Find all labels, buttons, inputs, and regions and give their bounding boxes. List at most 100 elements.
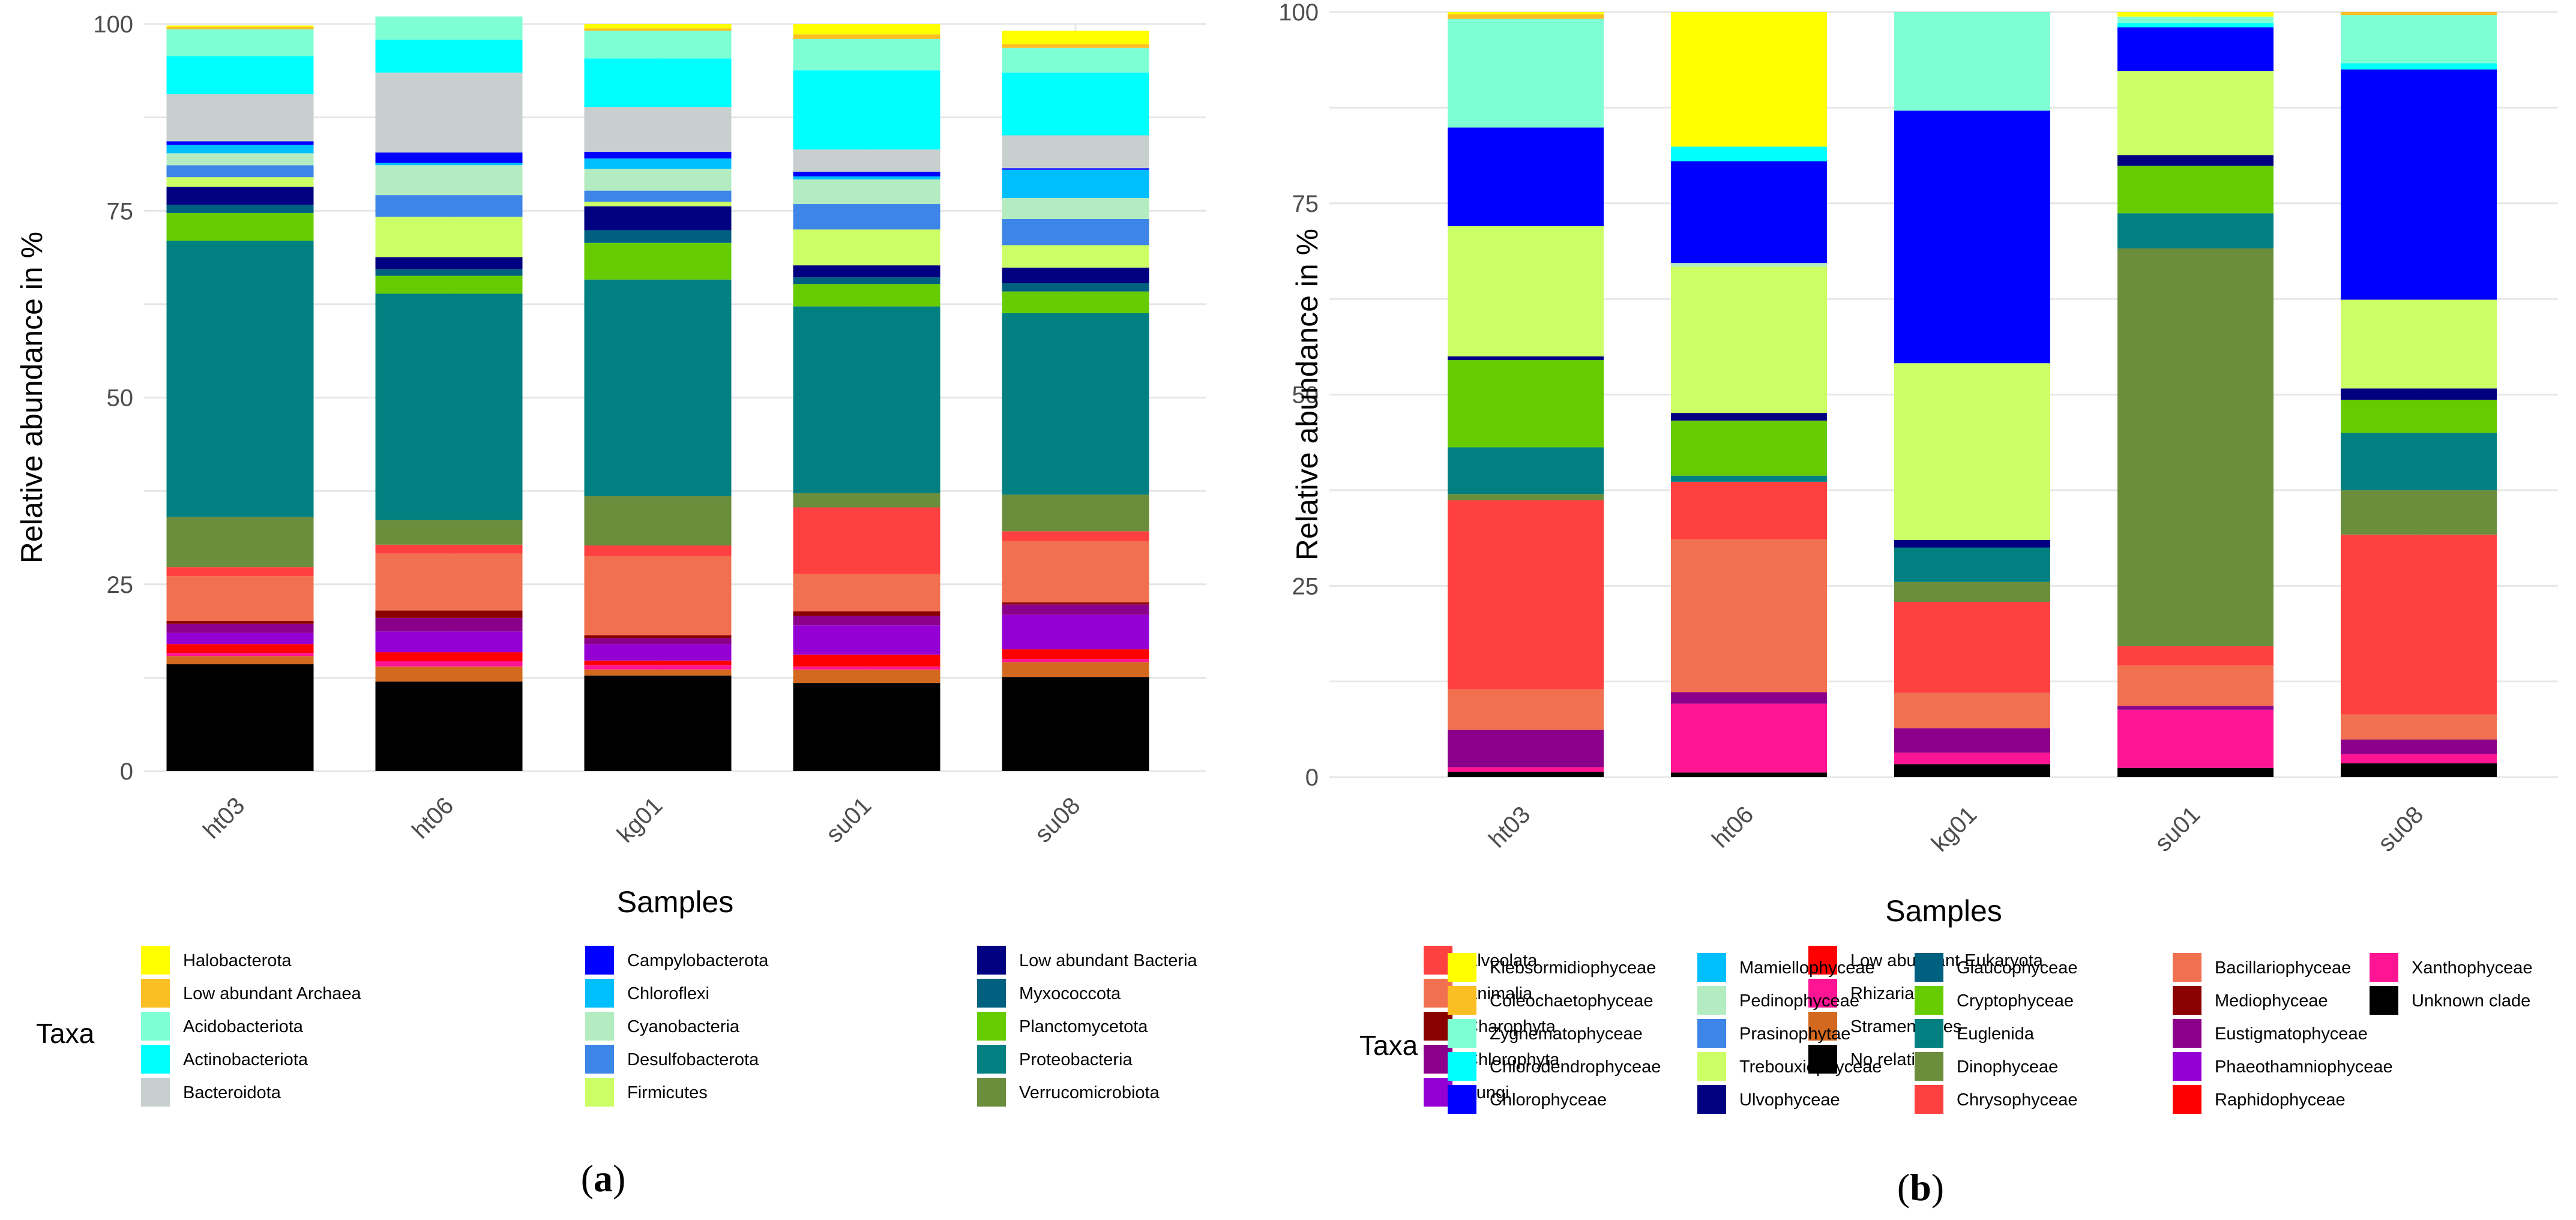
legend-label: Halobacterota	[183, 951, 292, 970]
bar-segment	[375, 217, 523, 257]
legend-swatch	[1808, 979, 1837, 1008]
bar-segment	[2117, 12, 2274, 17]
x-axis-label: Samples	[617, 885, 734, 919]
bar-segment	[375, 165, 523, 196]
bar-segment	[375, 195, 523, 217]
legend-label: Zygnematophyceae	[1490, 1024, 1643, 1044]
bar-segment	[166, 25, 314, 27]
bar-segment	[1671, 266, 1827, 413]
bar-segment	[793, 611, 940, 616]
x-axis-label: Samples	[1885, 894, 2002, 928]
legend-label: Cyanobacteria	[627, 1017, 740, 1036]
bar-segment	[2117, 16, 2274, 23]
bar-segment	[1448, 767, 1604, 772]
bar-segment	[166, 567, 314, 577]
bar-segment	[166, 141, 314, 145]
legend-swatch	[1808, 1045, 1837, 1074]
bar-segment	[375, 553, 523, 611]
panel-label-letter: b	[1910, 1166, 1931, 1209]
bar-segment	[2341, 400, 2497, 433]
bar-segment	[1671, 263, 1827, 267]
bar-segment	[793, 493, 940, 508]
legend-swatch	[1808, 1012, 1837, 1041]
bar-segment	[2341, 534, 2497, 715]
bar-segment	[375, 520, 523, 545]
bar-segment	[1671, 12, 1827, 147]
legend-swatch	[1448, 986, 1476, 1015]
panel-label-close: )	[613, 1157, 625, 1200]
bar-segment	[2341, 388, 2497, 400]
legend-label: Chlorophyta	[1466, 1050, 1560, 1069]
legend-swatch	[585, 979, 614, 1008]
bar-segment	[166, 664, 314, 771]
legend-label: Coleochaetophyceae	[1490, 991, 1653, 1011]
bar-segment	[793, 204, 940, 230]
bar-segment	[793, 229, 940, 266]
bar-segment	[793, 574, 940, 612]
legend-swatch	[1448, 953, 1476, 982]
bar-segment	[793, 149, 940, 172]
bar-segment	[166, 633, 314, 645]
bar-segment	[793, 616, 940, 626]
bar-segment	[793, 683, 940, 771]
bar-segment	[584, 230, 732, 243]
bar-segment	[166, 656, 314, 664]
bar-segment	[1002, 604, 1149, 615]
bar-segment	[2341, 714, 2497, 740]
legend-swatch	[1808, 946, 1837, 975]
bar-segment	[584, 202, 732, 206]
y-tick-label: 50	[1292, 382, 1319, 409]
bar-segment	[584, 158, 732, 169]
legend-label: Glaucophyceae	[1957, 958, 2078, 978]
y-axis-label: Relative abundance in %	[1290, 229, 1324, 560]
legend-label: Bacillariophyceae	[2215, 958, 2351, 978]
bar-segment	[375, 666, 523, 682]
bar-segment	[793, 265, 940, 278]
bar-segment	[2117, 665, 2274, 706]
legend-label: Mamiellophyceae	[1739, 958, 1875, 978]
bar-segment	[584, 58, 732, 107]
legend-label: Animalia	[1466, 984, 1533, 1003]
bar-segment	[793, 306, 940, 493]
bar-segment	[1002, 313, 1149, 495]
bar-segment	[1894, 693, 2050, 729]
bar-segment	[375, 631, 523, 653]
legend-label: Pedinophyceae	[1739, 991, 1859, 1011]
bar-segment	[584, 675, 732, 771]
bar-segment	[166, 29, 314, 56]
bar-segment	[166, 653, 314, 657]
legend-swatch	[2173, 1085, 2201, 1114]
bar-segment	[1448, 494, 1604, 500]
bar-segment	[375, 269, 523, 276]
x-tick-label: kg01	[612, 792, 667, 847]
bar-segment	[166, 576, 314, 621]
legend-label: Euglenida	[1957, 1024, 2035, 1044]
legend-swatch	[977, 946, 1006, 975]
legend-label: Rhizaria	[1850, 984, 1915, 1003]
bar-segment	[1002, 662, 1149, 678]
bar-segment	[584, 638, 732, 645]
legend-label: Xanthophyceae	[2412, 958, 2533, 978]
legend-label: Klebsormidiophyceae	[1490, 958, 1656, 978]
bar-segment	[2341, 15, 2497, 64]
legend-swatch	[1697, 1052, 1726, 1081]
bar-segment	[2117, 709, 2274, 768]
legend-swatch	[141, 1045, 170, 1074]
bar-segment	[793, 34, 940, 39]
bar-segment	[1448, 356, 1604, 361]
bar-segment	[166, 644, 314, 654]
y-tick-label: 0	[1305, 765, 1319, 791]
legend-swatch	[977, 979, 1006, 1008]
bar-segment	[1448, 14, 1604, 19]
legend-swatch	[1915, 1085, 1943, 1114]
bar-segment	[1894, 110, 2050, 364]
bar-segment	[2341, 12, 2497, 16]
legend-label: Actinobacteriota	[183, 1050, 308, 1069]
bar-segment	[584, 660, 732, 666]
x-tick-label: su08	[1030, 792, 1085, 847]
bar-segment	[793, 172, 940, 176]
bar-segment	[1671, 413, 1827, 421]
bar-segment	[375, 652, 523, 661]
bar-segment	[1448, 12, 1604, 14]
legend-swatch	[2370, 953, 2398, 982]
